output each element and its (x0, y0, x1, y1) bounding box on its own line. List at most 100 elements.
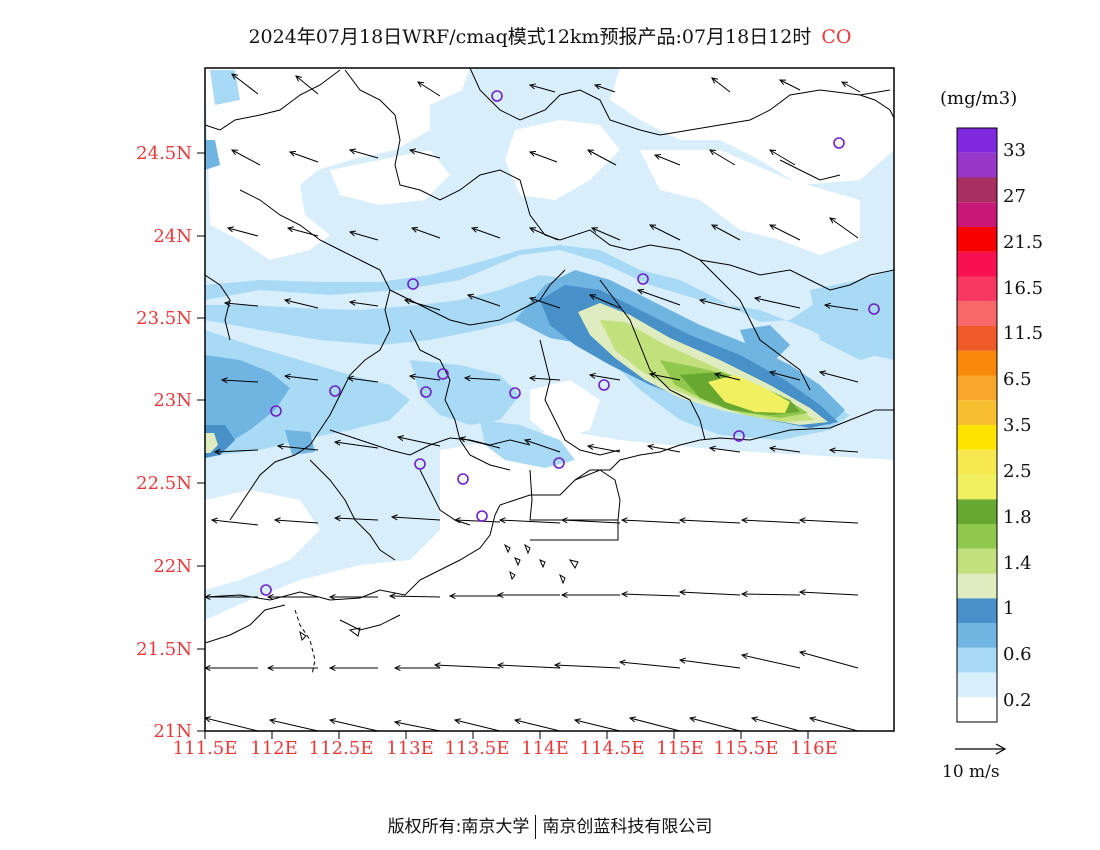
wind-vector (554, 664, 621, 669)
wind-vector (524, 439, 561, 453)
wind-vector-head (396, 435, 404, 442)
wind-vector-head (628, 716, 636, 723)
lat-label-24N: 24N (153, 226, 192, 247)
wind-vector (711, 77, 731, 93)
wind-vector (284, 375, 319, 381)
wind-vector (434, 664, 501, 669)
wind-vector (529, 227, 559, 241)
wind-vector (347, 377, 379, 383)
wind-vector-head (393, 720, 401, 727)
wind-vector-head (823, 302, 831, 309)
lon-label-116E: 116E (790, 738, 838, 759)
wind-vector-head (295, 75, 302, 82)
wind-vector-head (818, 370, 826, 377)
lon-label-115.5E: 115.5E (713, 738, 779, 759)
wind-vector (714, 373, 741, 381)
wind-vector-head (688, 716, 696, 723)
wind-vector-head (753, 296, 761, 303)
colorbar-segment (957, 128, 997, 153)
wind-vector (231, 149, 261, 166)
wind-vector (621, 519, 681, 524)
wind-vector (829, 217, 859, 239)
wind-vector-head (348, 299, 356, 306)
wind-vector (349, 231, 379, 241)
wind-vector-head (348, 230, 356, 237)
reference-vector-label: 10 m/s (942, 762, 1000, 782)
wind-vector-head (288, 150, 297, 157)
wind-vector-head (620, 591, 628, 598)
low-region-ne2 (640, 150, 860, 255)
concentration-field (205, 68, 894, 731)
wind-vector (769, 447, 801, 453)
lat-label-21.5N: 21.5N (136, 639, 192, 660)
site-marker-icon (414, 458, 426, 470)
site-marker-icon (457, 473, 469, 485)
wind-vector (221, 379, 259, 383)
wind-vector (647, 445, 681, 453)
wind-vector-head (740, 591, 748, 598)
colorbar-segment (957, 474, 997, 500)
site-marker-icon (437, 368, 449, 380)
wind-vector (654, 154, 681, 166)
reference-vector-arrow (955, 743, 1007, 755)
footer-copyright: 版权所有:南京大学 (387, 817, 530, 837)
colorbar-segment (957, 573, 997, 599)
islands (299, 543, 579, 641)
island (559, 573, 566, 585)
wind-vector (751, 717, 801, 731)
wind-vector-head (453, 517, 461, 524)
colorbar-label: 2.5 (1003, 461, 1032, 482)
boundary-9 (599, 279, 706, 441)
hk-box (529, 469, 619, 541)
wind-vector (649, 224, 681, 241)
lon-label-115E: 115E (656, 738, 704, 759)
wind-vector-head (205, 716, 211, 723)
wind-vector-head (586, 443, 594, 450)
wind-vector (589, 294, 621, 309)
boundary-8 (539, 339, 621, 456)
colorbar-segment (957, 400, 997, 425)
lon-label-111.5E: 111.5E (172, 738, 238, 759)
wind-vector-head (328, 718, 336, 725)
site-marker-icon (509, 387, 521, 399)
wind-vector (409, 375, 441, 381)
wind-vector-head (798, 650, 806, 657)
wind-vector-head (496, 662, 504, 669)
wind-vector-head (798, 517, 806, 524)
wind-vector (464, 377, 501, 381)
wind-vector-head (276, 443, 284, 450)
boundary-1 (344, 69, 631, 251)
colorbar-label: 16.5 (1003, 278, 1044, 299)
wind-vector-head (205, 593, 211, 601)
low-region-n2 (505, 120, 620, 200)
wind-vector-head (230, 149, 239, 156)
wind-vector-head (588, 372, 596, 379)
wind-vector-head (588, 294, 597, 300)
wind-vector-head (408, 148, 416, 155)
wind-vector-head (750, 716, 758, 723)
wind-vector (769, 224, 801, 241)
wind-vector (587, 149, 617, 166)
lon-label-112E: 112E (250, 738, 298, 759)
colorbar-label: 0.2 (1003, 690, 1032, 711)
wind-vector-head (496, 591, 504, 599)
band-1.2-west (205, 433, 218, 453)
colorbar-segment (957, 598, 997, 623)
wind-vector-head (403, 298, 411, 305)
wind-vector-head (466, 293, 475, 300)
band-0.8-blob (740, 325, 790, 360)
wind-vector-head (498, 517, 506, 524)
wind-vector-head (710, 224, 719, 231)
island (568, 559, 579, 570)
wind-vector-head (648, 224, 657, 231)
wind-vector (679, 659, 741, 669)
lon-label-112.5E: 112.5E (308, 738, 374, 759)
wind-vector-head (740, 653, 748, 660)
boundary-13 (419, 469, 471, 526)
wind-vector (594, 84, 616, 93)
wind-vector (741, 593, 801, 596)
island (503, 543, 511, 554)
wind-vector (741, 654, 801, 669)
wind-vector-head (390, 514, 398, 521)
wind-vector-head (646, 443, 654, 450)
